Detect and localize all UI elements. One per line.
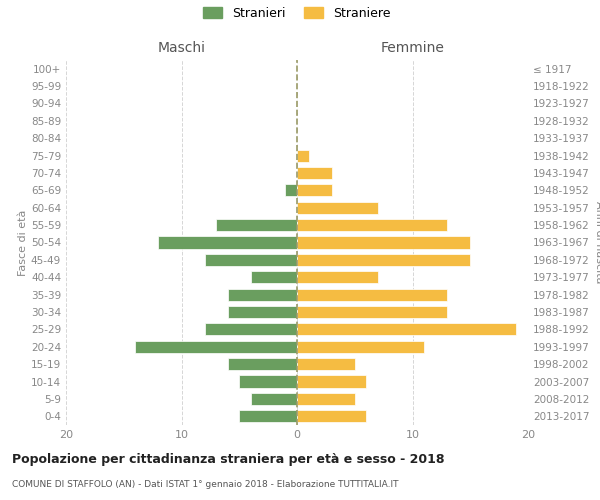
Bar <box>297 236 470 248</box>
Bar <box>297 340 424 353</box>
Bar <box>135 340 297 353</box>
Bar <box>297 288 447 300</box>
Y-axis label: Fasce di età: Fasce di età <box>18 210 28 276</box>
Bar <box>228 306 297 318</box>
Legend: Stranieri, Straniere: Stranieri, Straniere <box>199 2 395 24</box>
Text: Femmine: Femmine <box>380 41 445 55</box>
Bar <box>228 288 297 300</box>
Bar <box>228 358 297 370</box>
Bar <box>158 236 297 248</box>
Bar <box>297 271 378 283</box>
Bar <box>297 393 355 405</box>
Bar <box>251 393 297 405</box>
Bar <box>286 184 297 196</box>
Bar <box>297 184 332 196</box>
Bar <box>297 150 308 162</box>
Bar <box>297 202 378 214</box>
Bar <box>297 410 366 422</box>
Y-axis label: Anni di nascita: Anni di nascita <box>593 201 600 284</box>
Text: Popolazione per cittadinanza straniera per età e sesso - 2018: Popolazione per cittadinanza straniera p… <box>12 453 445 466</box>
Bar <box>297 376 366 388</box>
Bar <box>297 324 517 336</box>
Bar <box>251 271 297 283</box>
Bar <box>205 254 297 266</box>
Bar <box>239 410 297 422</box>
Bar <box>297 306 447 318</box>
Bar <box>297 219 447 231</box>
Bar <box>205 324 297 336</box>
Text: COMUNE DI STAFFOLO (AN) - Dati ISTAT 1° gennaio 2018 - Elaborazione TUTTITALIA.I: COMUNE DI STAFFOLO (AN) - Dati ISTAT 1° … <box>12 480 398 489</box>
Bar <box>297 254 470 266</box>
Bar <box>239 376 297 388</box>
Bar <box>297 358 355 370</box>
Bar <box>297 167 332 179</box>
Bar <box>216 219 297 231</box>
Text: Maschi: Maschi <box>157 41 205 55</box>
